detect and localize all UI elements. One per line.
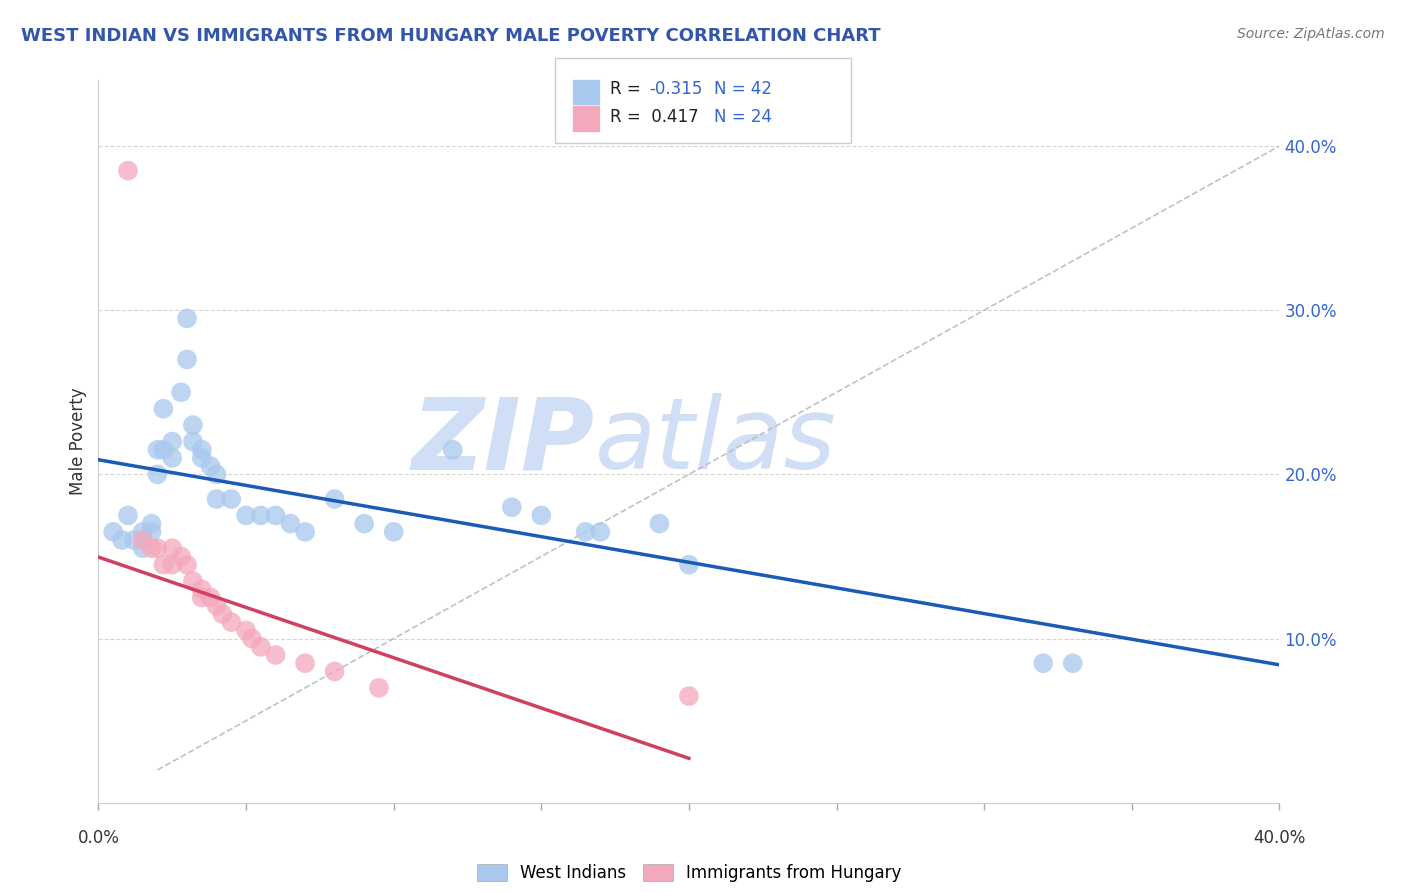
Point <box>205 599 228 613</box>
Text: R =: R = <box>610 80 647 98</box>
Point <box>122 533 145 547</box>
Text: -0.315: -0.315 <box>650 80 703 98</box>
Point <box>323 491 346 506</box>
Point <box>353 516 375 531</box>
Text: R =  0.417: R = 0.417 <box>610 108 699 126</box>
Point <box>200 591 222 605</box>
Point <box>575 524 598 539</box>
Point <box>152 558 174 572</box>
Point <box>191 591 214 605</box>
Point <box>132 541 155 556</box>
Point <box>152 401 174 416</box>
Text: atlas: atlas <box>595 393 837 490</box>
Point <box>589 524 612 539</box>
Point <box>170 549 193 564</box>
Point <box>205 467 228 482</box>
Point <box>132 524 155 539</box>
Point <box>235 508 257 523</box>
Text: WEST INDIAN VS IMMIGRANTS FROM HUNGARY MALE POVERTY CORRELATION CHART: WEST INDIAN VS IMMIGRANTS FROM HUNGARY M… <box>21 27 880 45</box>
Point <box>264 508 287 523</box>
Point <box>132 533 155 547</box>
Point <box>117 508 139 523</box>
Point <box>1062 657 1084 671</box>
Point <box>221 491 243 506</box>
Point <box>648 516 671 531</box>
Point <box>111 533 134 547</box>
Point <box>294 657 316 671</box>
Point <box>294 524 316 539</box>
Point <box>162 434 183 449</box>
Point <box>235 624 257 638</box>
Point <box>441 442 464 457</box>
Point <box>141 524 163 539</box>
Point <box>162 541 183 556</box>
Point <box>176 311 198 326</box>
Point <box>181 574 204 588</box>
Point <box>280 516 302 531</box>
Point <box>368 681 391 695</box>
Point <box>382 524 405 539</box>
Point <box>170 385 193 400</box>
Point <box>181 418 204 433</box>
Point <box>205 491 228 506</box>
Point <box>221 615 243 630</box>
Point <box>162 450 183 465</box>
Point <box>678 689 700 703</box>
Point <box>103 524 125 539</box>
Text: Source: ZipAtlas.com: Source: ZipAtlas.com <box>1237 27 1385 41</box>
Point <box>200 459 222 474</box>
Point <box>141 541 163 556</box>
Point <box>152 442 174 457</box>
Point <box>240 632 263 646</box>
Point <box>530 508 553 523</box>
Point <box>191 442 214 457</box>
Point <box>250 640 273 654</box>
Point <box>141 516 163 531</box>
Text: 40.0%: 40.0% <box>1253 829 1306 847</box>
Point <box>501 500 523 515</box>
Point <box>162 558 183 572</box>
Point <box>191 450 214 465</box>
Point <box>211 607 233 621</box>
Point <box>117 163 139 178</box>
Point <box>264 648 287 662</box>
Point <box>176 558 198 572</box>
Legend: West Indians, Immigrants from Hungary: West Indians, Immigrants from Hungary <box>470 857 908 888</box>
Point <box>678 558 700 572</box>
Point <box>146 442 169 457</box>
Text: N = 42: N = 42 <box>714 80 772 98</box>
Point <box>250 508 273 523</box>
Point <box>191 582 214 597</box>
Point <box>146 541 169 556</box>
Point <box>176 352 198 367</box>
Point <box>323 665 346 679</box>
Point <box>181 434 204 449</box>
Text: N = 24: N = 24 <box>714 108 772 126</box>
Point <box>146 467 169 482</box>
Text: 0.0%: 0.0% <box>77 829 120 847</box>
Text: ZIP: ZIP <box>412 393 595 490</box>
Point <box>1032 657 1054 671</box>
Y-axis label: Male Poverty: Male Poverty <box>69 388 87 495</box>
